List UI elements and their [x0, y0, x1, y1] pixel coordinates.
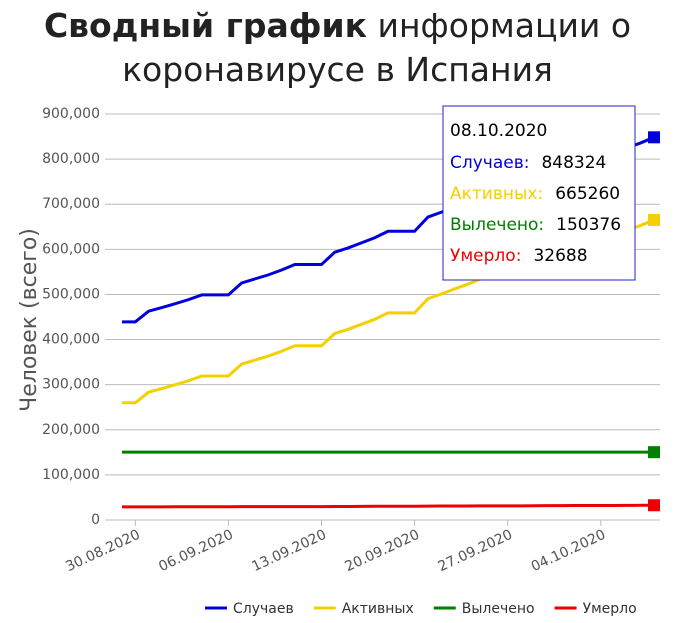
- x-tick-label: 13.09.2020: [249, 527, 328, 575]
- x-tick-label: 30.08.2020: [63, 527, 142, 575]
- series-line: [122, 503, 655, 509]
- tooltip-value: 848324: [541, 153, 606, 173]
- x-tick-label: 27.09.2020: [436, 527, 515, 575]
- y-tick-label: 500,000: [42, 286, 100, 302]
- tooltip-label: Случаев:: [450, 153, 529, 173]
- x-tick-label: 04.10.2020: [529, 527, 608, 575]
- legend-label: Умерло: [583, 601, 637, 617]
- y-tick-label: 900,000: [42, 106, 100, 122]
- y-axis-label: Человек (всего): [17, 228, 42, 412]
- tooltip-box: [442, 105, 636, 281]
- chart-title: Сводный график информации о коронавирусе…: [20, 4, 655, 92]
- y-tick-label: 0: [91, 512, 100, 528]
- y-tick-label: 800,000: [42, 151, 100, 167]
- tooltip: 08.10.2020 Случаев: 848324 Активных: 665260 В…: [442, 105, 636, 281]
- tooltip-label: Активных:: [450, 184, 543, 204]
- y-tick-label: 300,000: [42, 377, 100, 393]
- point-marker: [648, 499, 660, 512]
- x-tick-label: 06.09.2020: [156, 527, 235, 575]
- y-tick-label: 100,000: [42, 467, 100, 483]
- y-tick-label: 600,000: [42, 241, 100, 257]
- y-tick-label: 200,000: [42, 422, 100, 438]
- title-rest: информации о коронавирусе в Испания: [122, 6, 632, 89]
- point-marker: [648, 213, 660, 226]
- point-marker: [648, 446, 660, 459]
- legend-label: Случаев: [233, 601, 294, 617]
- tooltip-value: 150376: [556, 215, 621, 235]
- y-tick-label: 700,000: [42, 196, 100, 212]
- legend-label: Вылечено: [462, 601, 535, 617]
- tooltip-label: Вылечено:: [450, 215, 544, 235]
- tooltip-value: 665260: [555, 184, 620, 204]
- point-marker: [648, 131, 660, 144]
- tooltip-date: 08.10.2020: [450, 121, 547, 141]
- legend-label: Активных: [342, 601, 414, 617]
- x-tick-label: 20.09.2020: [343, 527, 422, 575]
- y-tick-label: 400,000: [42, 332, 100, 348]
- tooltip-value: 32688: [533, 246, 587, 266]
- title-bold: Сводный график: [43, 6, 368, 45]
- tooltip-label: Умерло:: [450, 246, 521, 266]
